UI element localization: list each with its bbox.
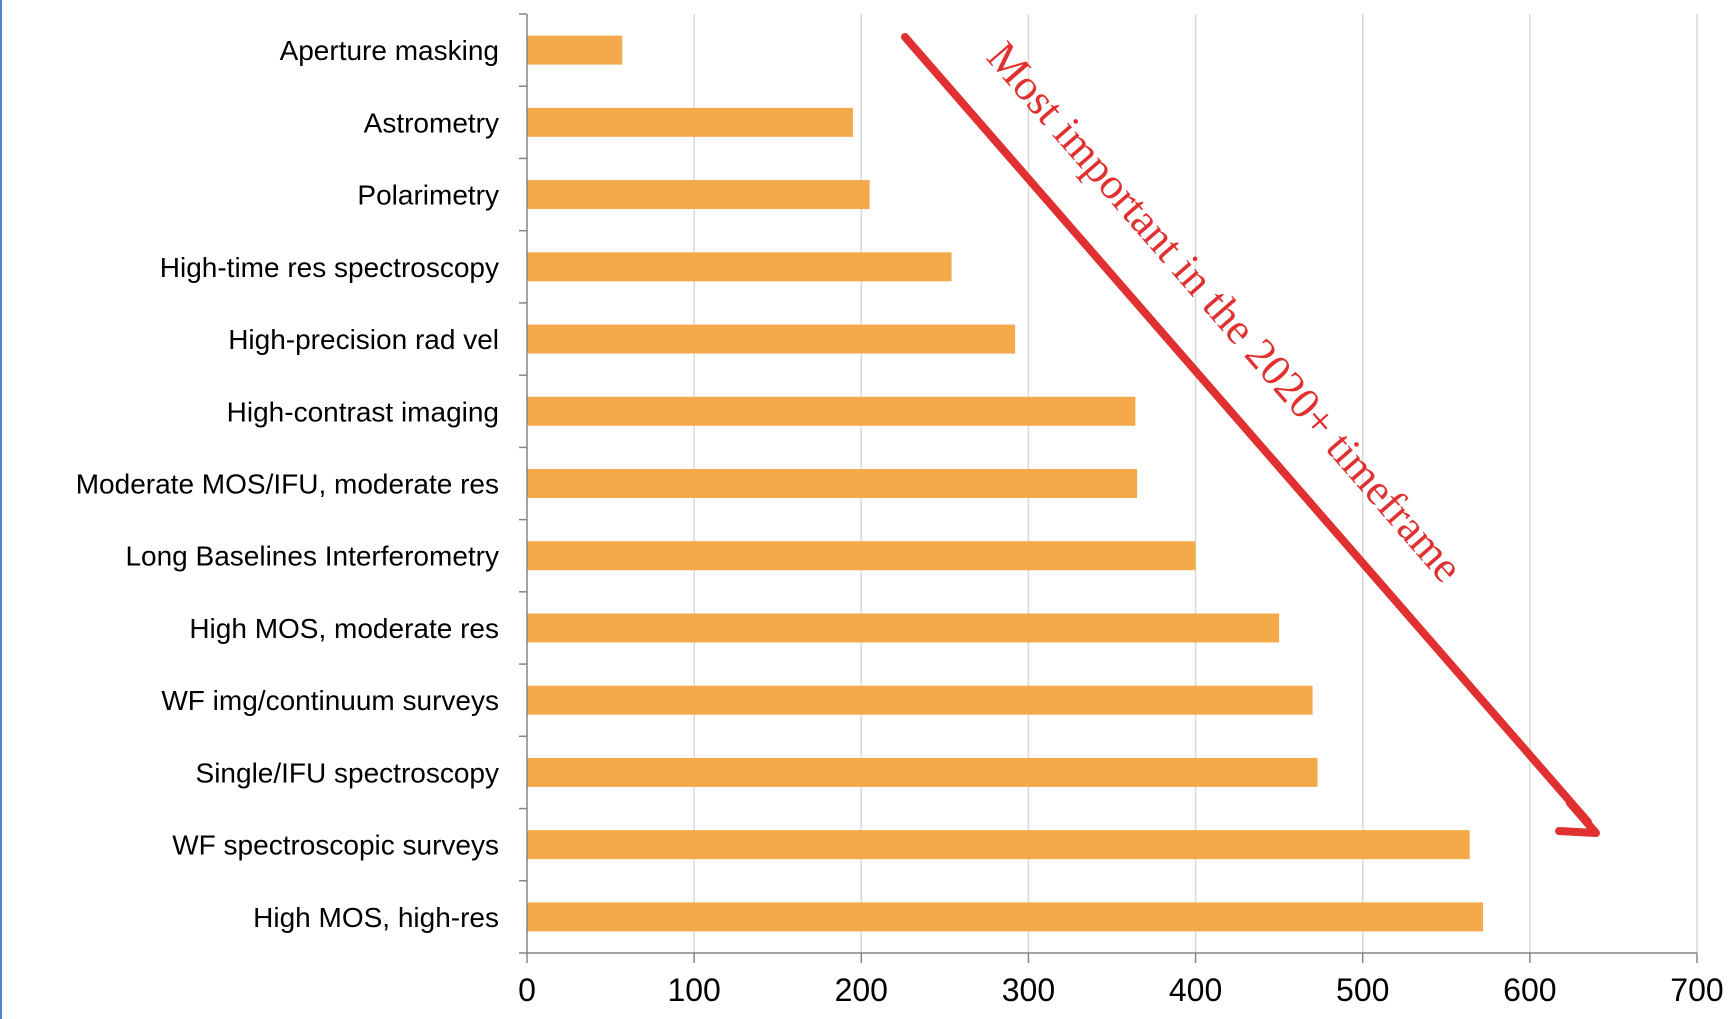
- annotation-arrow-head: [1555, 799, 1600, 837]
- bar: [527, 613, 1280, 643]
- annotation-text: Most important in the 2020+ timeframe: [977, 32, 1472, 591]
- bar: [527, 685, 1313, 715]
- category-label: Moderate MOS/IFU, moderate res: [76, 469, 499, 500]
- x-tick-label: 700: [1670, 972, 1723, 1008]
- bar: [527, 830, 1470, 860]
- category-label: Single/IFU spectroscopy: [196, 757, 499, 788]
- x-tick-label: 100: [667, 972, 720, 1008]
- category-label: High-time res spectroscopy: [160, 252, 499, 283]
- frame-border-left: [0, 0, 2, 1019]
- category-label: High MOS, high-res: [253, 902, 499, 933]
- category-label: Astrometry: [364, 107, 499, 138]
- category-label: Long Baselines Interferometry: [125, 541, 499, 572]
- annotation-arrow-shaft: [901, 33, 1592, 826]
- category-label: High-contrast imaging: [227, 396, 499, 427]
- bar: [527, 180, 870, 210]
- bar: [527, 324, 1016, 354]
- category-label: High-precision rad vel: [228, 324, 499, 355]
- category-label: WF spectroscopic surveys: [172, 830, 499, 861]
- category-label: Polarimetry: [357, 180, 499, 211]
- bars: [527, 35, 1484, 932]
- category-label: Aperture masking: [280, 35, 499, 66]
- labels: 0 100 200 300 400 500 600 700 Aperture masking As…: [76, 35, 1724, 1008]
- bar: [527, 541, 1196, 571]
- x-tick-label: 200: [835, 972, 888, 1008]
- bar: [527, 35, 623, 65]
- axes: [519, 13, 1698, 963]
- bar: [527, 252, 952, 282]
- bar: [527, 107, 853, 137]
- x-tick-label: 0: [518, 972, 536, 1008]
- x-tick-label: 600: [1503, 972, 1556, 1008]
- x-tick-label: 500: [1336, 972, 1389, 1008]
- category-label: WF img/continuum surveys: [161, 685, 499, 716]
- bar: [527, 757, 1318, 787]
- category-label: High MOS, moderate res: [189, 613, 499, 644]
- bar: [527, 469, 1138, 498]
- x-tick-label: 300: [1002, 972, 1055, 1008]
- bar: [527, 902, 1484, 932]
- x-tick-label: 400: [1169, 972, 1222, 1008]
- bar: [527, 396, 1136, 426]
